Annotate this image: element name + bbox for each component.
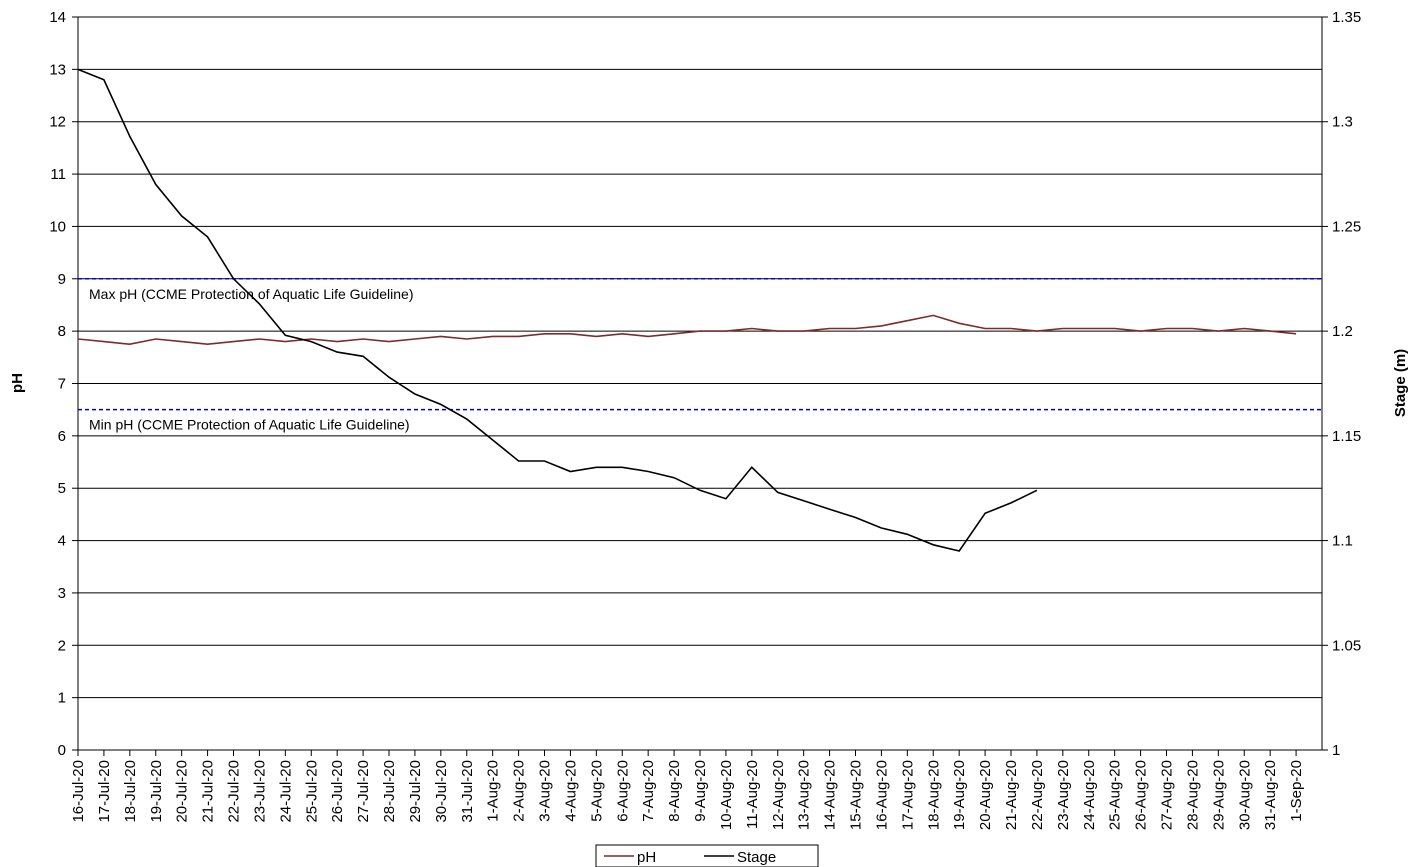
y-tick-label: 4 — [58, 533, 66, 550]
x-tick-label: 17-Jul-20 — [96, 760, 113, 823]
x-tick-label: 7-Aug-20 — [640, 760, 657, 822]
legend-label: pH — [637, 849, 656, 866]
legend-label: Stage — [737, 849, 776, 866]
x-tick-label: 30-Aug-20 — [1236, 760, 1253, 830]
x-tick-label: 13-Aug-20 — [796, 760, 813, 830]
x-tick-label: 22-Aug-20 — [1029, 760, 1046, 830]
x-tick-label: 15-Aug-20 — [848, 760, 865, 830]
x-tick-label: 20-Aug-20 — [977, 760, 994, 830]
x-tick-label: 31-Jul-20 — [459, 760, 476, 823]
x-tick-label: 27-Jul-20 — [355, 760, 372, 823]
x-tick-label: 29-Aug-20 — [1210, 760, 1227, 830]
y-tick-label: 14 — [49, 9, 66, 26]
x-tick-label: 23-Jul-20 — [251, 760, 268, 823]
x-tick-label: 21-Jul-20 — [200, 760, 217, 823]
x-tick-label: 18-Jul-20 — [122, 760, 139, 823]
x-tick-label: 28-Jul-20 — [381, 760, 398, 823]
x-tick-label: 21-Aug-20 — [1003, 760, 1020, 830]
series-line — [77, 68, 1038, 552]
x-tick-label: 12-Aug-20 — [770, 760, 787, 830]
x-tick-label: 23-Aug-20 — [1055, 760, 1072, 830]
y-tick-label: 8 — [58, 323, 66, 340]
x-tick-label: 16-Jul-20 — [70, 760, 87, 823]
y-tick-label: 13 — [49, 61, 66, 78]
x-tick-label: 24-Aug-20 — [1081, 760, 1098, 830]
y-tick-label: 12 — [49, 114, 66, 131]
y-tick-label: 2 — [58, 637, 66, 654]
x-tick-label: 16-Aug-20 — [873, 760, 890, 830]
x-tick-label: 30-Jul-20 — [433, 760, 450, 823]
x-tick-label: 3-Aug-20 — [537, 760, 554, 822]
y2-tick-label: 1.05 — [1332, 637, 1361, 654]
x-tick-label: 20-Jul-20 — [174, 760, 191, 823]
y2-axis-title: Stage (m) — [1392, 349, 1409, 417]
x-tick-label: 6-Aug-20 — [614, 760, 631, 822]
x-tick-label: 27-Aug-20 — [1159, 760, 1176, 830]
y-tick-label: 7 — [58, 376, 66, 393]
x-tick-label: 18-Aug-20 — [925, 760, 942, 830]
y2-tick-label: 1.35 — [1332, 9, 1361, 26]
x-tick-label: 31-Aug-20 — [1262, 760, 1279, 830]
x-tick-label: 1-Sep-20 — [1288, 760, 1305, 822]
x-tick-label: 19-Jul-20 — [148, 760, 165, 823]
y-tick-label: 1 — [58, 690, 66, 707]
reference-label: Max pH (CCME Protection of Aquatic Life … — [89, 286, 413, 302]
x-tick-label: 10-Aug-20 — [718, 760, 735, 830]
x-tick-label: 26-Jul-20 — [329, 760, 346, 823]
x-tick-label: 22-Jul-20 — [226, 760, 243, 823]
x-tick-label: 26-Aug-20 — [1133, 760, 1150, 830]
y-tick-label: 11 — [50, 166, 66, 183]
y2-tick-label: 1.15 — [1332, 428, 1361, 445]
x-tick-label: 14-Aug-20 — [822, 760, 839, 830]
y2-tick-label: 1.1 — [1332, 533, 1353, 550]
series-line — [77, 314, 1297, 346]
x-tick-label: 2-Aug-20 — [511, 760, 528, 822]
x-tick-label: 8-Aug-20 — [666, 760, 683, 822]
x-tick-label: 9-Aug-20 — [692, 760, 709, 822]
y2-tick-label: 1.3 — [1332, 114, 1353, 131]
legend: pH Stage — [595, 844, 819, 867]
y-tick-label: 5 — [58, 480, 66, 497]
x-tick-label: 1-Aug-20 — [485, 760, 502, 822]
y-axis-title: pH — [9, 373, 26, 393]
x-tick-label: 19-Aug-20 — [951, 760, 968, 830]
y-tick-label: 0 — [58, 742, 66, 759]
x-tick-label: 24-Jul-20 — [277, 760, 294, 823]
y-tick-label: 6 — [58, 428, 66, 445]
x-tick-label: 11-Aug-20 — [744, 760, 761, 829]
y-tick-label: 9 — [58, 271, 66, 288]
x-tick-label: 5-Aug-20 — [588, 760, 605, 822]
y-tick-label: 10 — [49, 218, 66, 235]
y2-tick-label: 1 — [1332, 742, 1340, 759]
y-tick-label: 3 — [58, 585, 66, 602]
x-tick-label: 28-Aug-20 — [1184, 760, 1201, 830]
y2-tick-label: 1.25 — [1332, 218, 1361, 235]
x-tick-label: 4-Aug-20 — [562, 760, 579, 822]
x-tick-label: 17-Aug-20 — [899, 760, 916, 830]
x-tick-label: 25-Aug-20 — [1107, 760, 1124, 830]
reference-label: Min pH (CCME Protection of Aquatic Life … — [89, 417, 410, 433]
y2-tick-label: 1.2 — [1332, 323, 1353, 340]
x-tick-label: 25-Jul-20 — [303, 760, 320, 823]
x-tick-label: 29-Jul-20 — [407, 760, 424, 823]
